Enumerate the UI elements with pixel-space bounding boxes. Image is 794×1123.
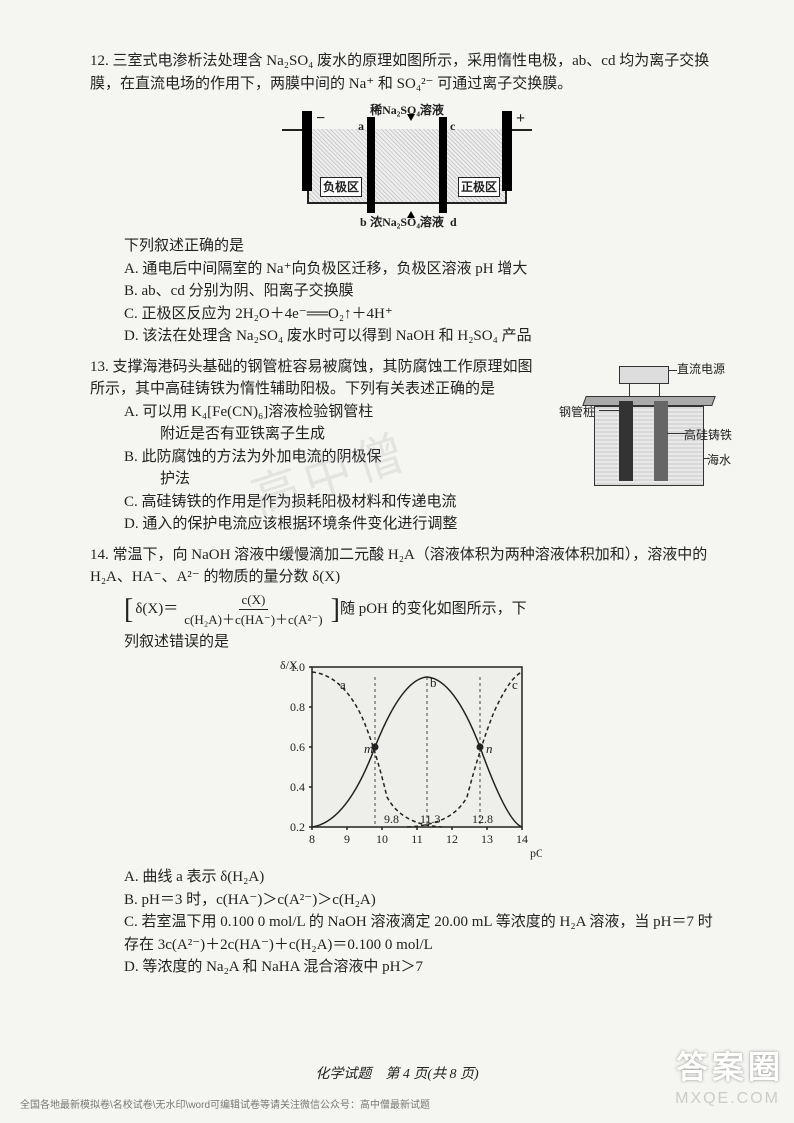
d1-plus: +	[516, 107, 525, 131]
v3: 12.8	[472, 812, 493, 826]
d1-label-d: d	[450, 213, 457, 231]
fraction: c(X) c(H₂A)＋c(HA⁻)＋c(A²⁻)	[181, 590, 325, 630]
q13-text1: 支撑海港码头基础的钢管桩容易被腐蚀，其防腐蚀工作原理如图所示，其中高硅铸铁为惰性…	[90, 359, 533, 398]
d1-label-b: b	[360, 213, 367, 231]
q14-text2: 随 pOH 的变化如图所示，下	[340, 598, 527, 621]
left-bracket-icon: [	[124, 589, 133, 631]
arrow-down-icon	[407, 114, 415, 121]
d2-power-label: 直流电源	[677, 360, 725, 378]
d2-cast-label: 高硅铸铁	[684, 426, 732, 444]
q14-opt-d: D. 等浓度的 Na₂A 和 NaHA 混合溶液中 pH＞7	[90, 956, 724, 979]
q14-opt-a: A. 曲线 a 表示 δ(H₂A)	[90, 866, 724, 889]
q14-number: 14.	[90, 547, 109, 563]
tiny-footer: 全国各地最新模拟卷\名校试卷\无水印\word可编辑试卷等请关注微信公众号：高中…	[20, 1098, 430, 1113]
svg-text:0.4: 0.4	[290, 780, 305, 794]
d2-leadline-1	[669, 370, 677, 371]
svg-text:13: 13	[481, 832, 493, 846]
label-n: n	[486, 741, 493, 756]
right-bracket-icon: ]	[331, 589, 340, 631]
label-b: b	[430, 675, 437, 690]
frac-denominator: c(H₂A)＋c(HA⁻)＋c(A²⁻)	[181, 610, 325, 630]
q12-text1: 三室式电渗析法处理含 Na₂SO₄ 废水的原理如图所示，采用惰性电极，ab、cd…	[90, 53, 709, 92]
q14-text3: 列叙述错误的是	[90, 631, 724, 654]
q14-text1: 常温下，向 NaOH 溶液中缓慢滴加二元酸 H₂A（溶液体积为两种溶液体积加和）…	[90, 547, 707, 586]
d2-leadline-2	[599, 410, 619, 411]
svg-text:12: 12	[446, 832, 458, 846]
electrodialysis-diagram: 稀Na₂SO₄溶液 − + a c b d 负极区 正极区 浓Na₂SO₄溶液	[272, 101, 542, 231]
q12-stem: 12. 三室式电渗析法处理含 Na₂SO₄ 废水的原理如图所示，采用惰性电极，a…	[90, 50, 724, 95]
d1-minus: −	[316, 107, 325, 131]
answer-watermark: 答案圈	[676, 1043, 784, 1091]
d2-wire-2	[659, 384, 660, 396]
svg-text:9: 9	[344, 832, 350, 846]
d1-bot-label: 浓Na₂SO₄溶液	[370, 213, 444, 231]
question-14: 14. 常温下，向 NaOH 溶液中缓慢滴加二元酸 H₂A（溶液体积为两种溶液体…	[90, 544, 724, 979]
d1-label-a: a	[358, 117, 364, 135]
d2-sea-label: 海水	[707, 451, 731, 469]
d1-pos-zone: 正极区	[458, 177, 500, 197]
point-n	[477, 744, 484, 751]
y-axis-ticks: 0.2 0.4 0.6 0.8 1.0	[290, 660, 312, 834]
q13-opt-d: D. 通入的保护电流应该根据环境条件变化进行调整	[90, 513, 724, 536]
d1-cathode	[302, 111, 312, 191]
d2-wire-1	[629, 384, 630, 396]
svg-text:0.8: 0.8	[290, 700, 305, 714]
d2-cast-iron	[654, 401, 668, 481]
q14-stem1: 14. 常温下，向 NaOH 溶液中缓慢滴加二元酸 H₂A（溶液体积为两种溶液体…	[90, 544, 724, 589]
d1-membrane-ab	[367, 117, 375, 213]
q12-intro: 下列叙述正确的是	[90, 235, 724, 258]
q12-opt-b: B. ab、cd 分别为阴、阳离子交换膜	[90, 280, 724, 303]
svg-text:0.2: 0.2	[290, 820, 305, 834]
d1-label-c: c	[450, 117, 455, 135]
svg-text:0.6: 0.6	[290, 740, 305, 754]
mxqe-watermark: MXQE.COM	[675, 1087, 780, 1111]
q14-opt-c: C. 若室温下用 0.100 0 mol/L 的 NaOH 溶液滴定 20.00…	[90, 911, 724, 956]
q12-number: 12.	[90, 53, 109, 69]
v1: 9.8	[384, 812, 399, 826]
label-a: a	[340, 677, 346, 692]
q12-opt-a: A. 通电后中间隔室的 Na⁺向负极区迁移，负极区溶液 pH 增大	[90, 258, 724, 281]
svg-text:14: 14	[516, 832, 528, 846]
question-12: 12. 三室式电渗析法处理含 Na₂SO₄ 废水的原理如图所示，采用惰性电极，a…	[90, 50, 724, 348]
d2-power-box	[619, 366, 669, 384]
d2-pile-label: 钢管桩	[559, 403, 595, 421]
d2-platform	[582, 396, 716, 406]
x-axis-label: pOH	[530, 846, 542, 860]
svg-text:11: 11	[411, 832, 423, 846]
q12-opt-c: C. 正极区反应为 2H₂O＋4e⁻══O₂↑＋4H⁺	[90, 303, 724, 326]
label-m: m	[364, 741, 373, 756]
q14-frac-lead: δ(X)＝	[135, 598, 178, 621]
question-13: 直流电源 钢管桩 高硅铸铁 海水 13. 支撑海港码头基础的钢管桩容易被腐蚀，其…	[90, 356, 724, 536]
q14-opt-b: B. pH＝3 时，c(HA⁻)＞c(A²⁻)＞c(H₂A)	[90, 889, 724, 912]
x-axis-ticks: 8 9 10 11 12 13 14	[309, 827, 528, 846]
cathodic-protection-diagram: 直流电源 钢管桩 高硅铸铁 海水	[559, 356, 734, 501]
d1-anode	[502, 111, 512, 191]
page-footer: 化学试题 第 4 页(共 8 页)	[0, 1064, 794, 1085]
d1-neg-zone: 负极区	[320, 177, 362, 197]
d2-steel-pile	[619, 401, 633, 481]
label-c: c	[512, 677, 518, 692]
q14-formula: [ δ(X)＝ c(X) c(H₂A)＋c(HA⁻)＋c(A²⁻) ] 随 pO…	[90, 589, 724, 631]
q12-opt-d: D. 该法在处理含 Na₂SO₄ 废水时可以得到 NaOH 和 H₂SO₄ 产品	[90, 325, 724, 348]
svg-text:8: 8	[309, 832, 315, 846]
d2-tank	[594, 406, 704, 486]
y-axis-label: δ/X	[280, 658, 298, 672]
q13-number: 13.	[90, 359, 109, 375]
chart-svg: 0.2 0.4 0.6 0.8 1.0 8 9 10 11 12 13 14 p…	[272, 657, 542, 862]
svg-text:10: 10	[376, 832, 388, 846]
d1-membrane-cd	[439, 117, 447, 213]
poh-chart: 0.2 0.4 0.6 0.8 1.0 8 9 10 11 12 13 14 p…	[272, 657, 542, 862]
frac-numerator: c(X)	[239, 590, 269, 611]
